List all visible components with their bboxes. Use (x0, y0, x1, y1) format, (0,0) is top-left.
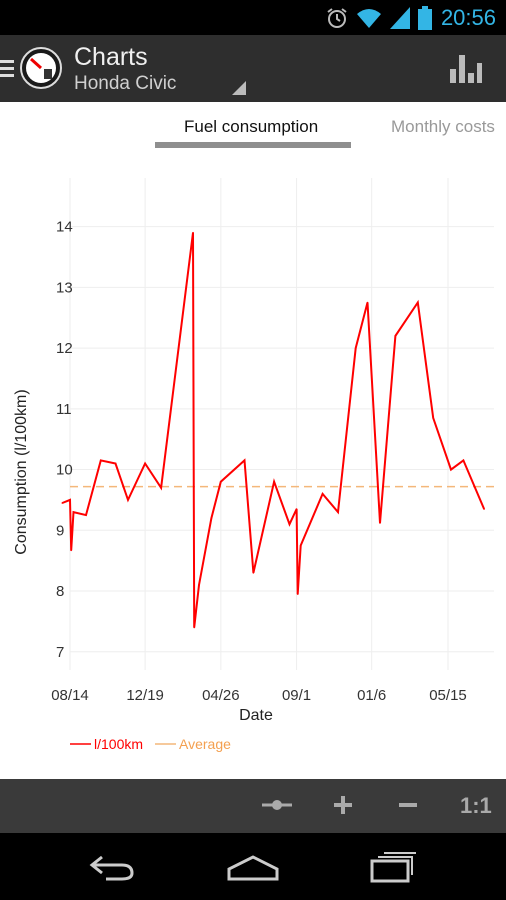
x-tick-label: 09/1 (282, 687, 311, 704)
x-tick-label: 04/26 (202, 687, 240, 704)
data-point (321, 493, 324, 495)
x-tick-label: 01/6 (357, 687, 386, 704)
vehicle-name[interactable]: Honda Civic (74, 73, 177, 94)
tab-fuel-consumption[interactable]: Fuel consumption (184, 117, 319, 136)
data-point (192, 231, 194, 234)
data-point (99, 459, 102, 462)
data-point (354, 347, 357, 349)
y-axis-ticks: 7 8 9 10 11 12 13 14 (56, 219, 73, 661)
data-point (288, 523, 291, 526)
consumption-points (61, 231, 485, 629)
data-point (144, 462, 146, 465)
x-axis-label: Date (239, 707, 273, 724)
y-tick-label: 8 (56, 583, 64, 600)
status-bar: 20:56 (0, 0, 506, 35)
data-point (252, 572, 255, 574)
chart-legend: l/100km Average (70, 736, 231, 752)
home-icon[interactable] (226, 853, 280, 881)
drawer-menu-icon[interactable] (0, 60, 14, 78)
status-time: 20:56 (440, 5, 496, 30)
system-nav-bar (0, 833, 506, 900)
y-tick-label: 10 (56, 462, 73, 479)
data-point (432, 417, 435, 419)
data-point (193, 626, 196, 629)
x-tick-label: 08/14 (51, 687, 89, 704)
recent-apps-icon[interactable] (370, 851, 418, 883)
data-point (296, 593, 299, 595)
alarm-icon (327, 8, 347, 28)
chart-tabs: Fuel consumption Monthly costs (0, 102, 506, 151)
pan-icon[interactable] (262, 795, 292, 815)
data-point (417, 301, 419, 304)
data-point (69, 499, 71, 501)
chart-grid (69, 178, 494, 670)
data-point (114, 462, 117, 465)
data-point (379, 522, 381, 524)
signal-icon (390, 7, 410, 29)
data-point (127, 499, 129, 501)
data-point (337, 511, 339, 513)
data-point (394, 335, 397, 337)
x-tick-label: 05/15 (429, 687, 467, 704)
zoom-out-icon[interactable] (398, 795, 418, 815)
data-point (210, 517, 213, 519)
data-point (198, 584, 200, 586)
y-axis-label: Consumption (l/100km) (13, 389, 30, 554)
action-bar: Charts Honda Civic (0, 35, 506, 102)
x-axis-ticks: 08/14 12/19 04/26 09/1 01/6 05/15 (51, 687, 467, 704)
data-point (366, 301, 369, 304)
data-point (299, 544, 302, 547)
chart-area: 7 8 9 10 11 12 13 14 08/14 12/19 04/26 09/1 01/6 05/… (0, 150, 506, 780)
data-point (483, 508, 485, 510)
data-point (160, 486, 162, 489)
status-icons (326, 6, 432, 30)
zoom-in-icon[interactable] (333, 795, 353, 815)
data-point (450, 468, 452, 471)
data-point (243, 459, 246, 462)
fuel-gauge-icon[interactable] (20, 47, 62, 89)
page-title: Charts (74, 43, 148, 71)
back-icon[interactable] (88, 853, 136, 881)
data-point (295, 508, 298, 510)
legend-label-average: Average (179, 736, 231, 752)
data-point (61, 502, 64, 504)
y-tick-label: 13 (56, 279, 73, 296)
active-tab-indicator (155, 142, 351, 148)
data-point (273, 480, 275, 483)
fuel-consumption-chart[interactable]: 7 8 9 10 11 12 13 14 08/14 12/19 04/26 09/1 01/6 05/… (0, 150, 506, 780)
chart-toolbar: 1:1 (0, 779, 506, 833)
vehicle-dropdown-icon[interactable] (232, 81, 246, 95)
wifi-icon (357, 9, 381, 28)
y-tick-label: 9 (56, 522, 64, 539)
x-tick-label: 12/19 (126, 687, 164, 704)
data-point (72, 511, 75, 513)
data-point (85, 514, 87, 516)
y-tick-label: 14 (56, 219, 73, 236)
tab-monthly-costs[interactable]: Monthly costs (391, 117, 495, 136)
chart-bars-icon[interactable] (450, 55, 482, 83)
consumption-series-line (61, 232, 486, 628)
legend-label-series: l/100km (94, 736, 143, 752)
y-tick-label: 7 (56, 644, 64, 661)
data-point (462, 459, 465, 462)
data-point (70, 549, 72, 552)
y-tick-label: 12 (56, 340, 73, 357)
data-point (220, 480, 222, 483)
battery-icon (418, 6, 432, 30)
zoom-reset-button[interactable]: 1:1 (460, 793, 492, 818)
y-tick-label: 11 (56, 401, 72, 418)
